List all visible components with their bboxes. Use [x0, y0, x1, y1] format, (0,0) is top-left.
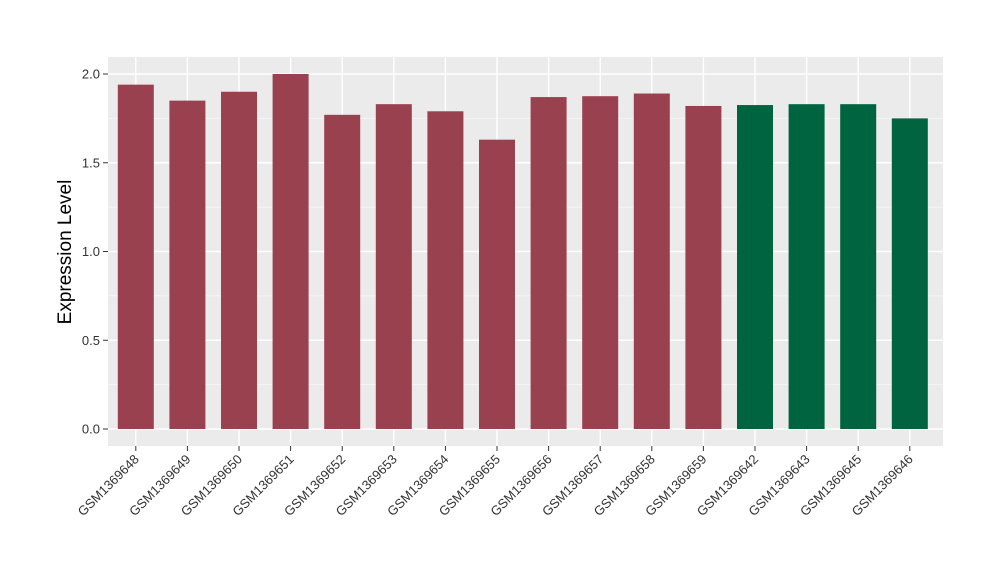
- bar-GSM1369658: [633, 93, 670, 430]
- bar-GSM1369656: [530, 97, 567, 429]
- y-tick-label: 1.5: [82, 155, 100, 170]
- y-tick-label: 0.0: [82, 422, 100, 437]
- bar-GSM1369659: [685, 105, 722, 429]
- y-tick-label: 0.5: [82, 333, 100, 348]
- y-axis: 0.0 0.5 1.0 1.5 2.0: [82, 67, 108, 437]
- bar-GSM1369643: [788, 104, 825, 430]
- y-axis-title: Expression Level: [55, 180, 76, 325]
- bar-GSM1369657: [582, 96, 619, 429]
- bar-GSM1369645: [840, 104, 877, 430]
- bar-GSM1369654: [427, 111, 464, 430]
- bar-GSM1369642: [737, 105, 773, 429]
- bar-GSM1369650: [221, 91, 257, 429]
- x-axis: GSM1369648GSM1369649GSM1369650GSM1369651…: [75, 446, 916, 519]
- bar-GSM1369648: [117, 84, 154, 430]
- bars: [117, 74, 928, 430]
- bar-GSM1369655: [479, 139, 515, 430]
- y-tick-label: 2.0: [82, 67, 100, 82]
- bar-GSM1369646: [891, 118, 928, 429]
- bar-GSM1369651: [272, 74, 309, 429]
- bar-GSM1369652: [324, 114, 361, 429]
- y-tick-label: 1.0: [82, 244, 100, 259]
- bar-GSM1369649: [169, 100, 206, 429]
- bar-GSM1369653: [375, 104, 412, 430]
